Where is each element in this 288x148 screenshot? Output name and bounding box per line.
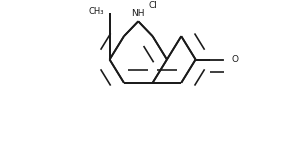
- Text: Cl: Cl: [148, 1, 157, 11]
- Text: O: O: [232, 55, 238, 64]
- Text: CH₃: CH₃: [89, 7, 105, 16]
- Text: NH: NH: [132, 9, 145, 18]
